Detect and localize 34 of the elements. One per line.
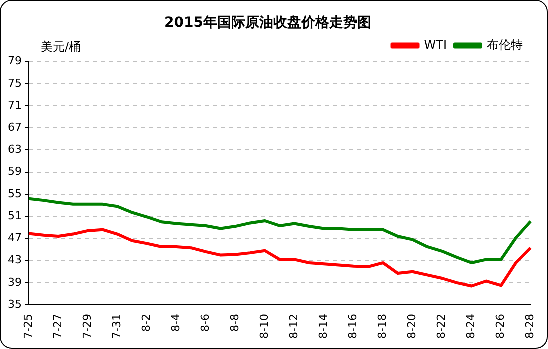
y-tick-label: 51 <box>8 209 22 222</box>
x-tick-label: 8-4 <box>169 314 182 332</box>
y-tick-label: 75 <box>8 76 22 90</box>
y-tick-label: 71 <box>8 98 22 112</box>
x-tick-label: 8-18 <box>376 314 390 340</box>
x-tick-label: 8-12 <box>288 314 301 340</box>
x-tick-label: 8-10 <box>258 314 271 340</box>
x-tick-label: 8-20 <box>406 314 419 340</box>
chart-title: 2015年国际原油收盘价格走势图 <box>164 15 372 32</box>
y-tick-label: 59 <box>8 165 22 178</box>
y-tick-label: 79 <box>8 54 22 68</box>
x-tick-label: 8-16 <box>346 314 360 340</box>
y-tick-label: 63 <box>8 143 22 156</box>
y-tick-label: 55 <box>8 187 22 200</box>
y-tick-label: 67 <box>8 120 22 134</box>
x-tick-label: 8-8 <box>228 314 242 332</box>
x-tick-label: 8-14 <box>317 314 330 340</box>
x-tick-label: 7-25 <box>22 314 35 340</box>
y-tick-label: 43 <box>8 254 22 267</box>
y-axis-title: 美元/桶 <box>40 40 82 54</box>
y-tick-label: 47 <box>8 232 22 245</box>
x-tick-label: 8-26 <box>494 314 508 340</box>
y-tick-label: 39 <box>8 276 22 289</box>
x-tick-label: 8-28 <box>524 314 537 340</box>
x-tick-label: 8-22 <box>435 314 448 340</box>
x-tick-label: 7-29 <box>80 314 94 340</box>
x-tick-label: 8-2 <box>140 314 153 332</box>
x-tick-label: 7-31 <box>110 314 124 340</box>
y-tick-label: 35 <box>8 298 22 311</box>
legend-label: WTI <box>424 38 447 52</box>
x-tick-label: 8-6 <box>198 314 212 332</box>
legend-label: 布伦特 <box>487 38 523 52</box>
x-tick-label: 7-27 <box>51 314 64 340</box>
x-tick-label: 8-24 <box>464 314 478 340</box>
